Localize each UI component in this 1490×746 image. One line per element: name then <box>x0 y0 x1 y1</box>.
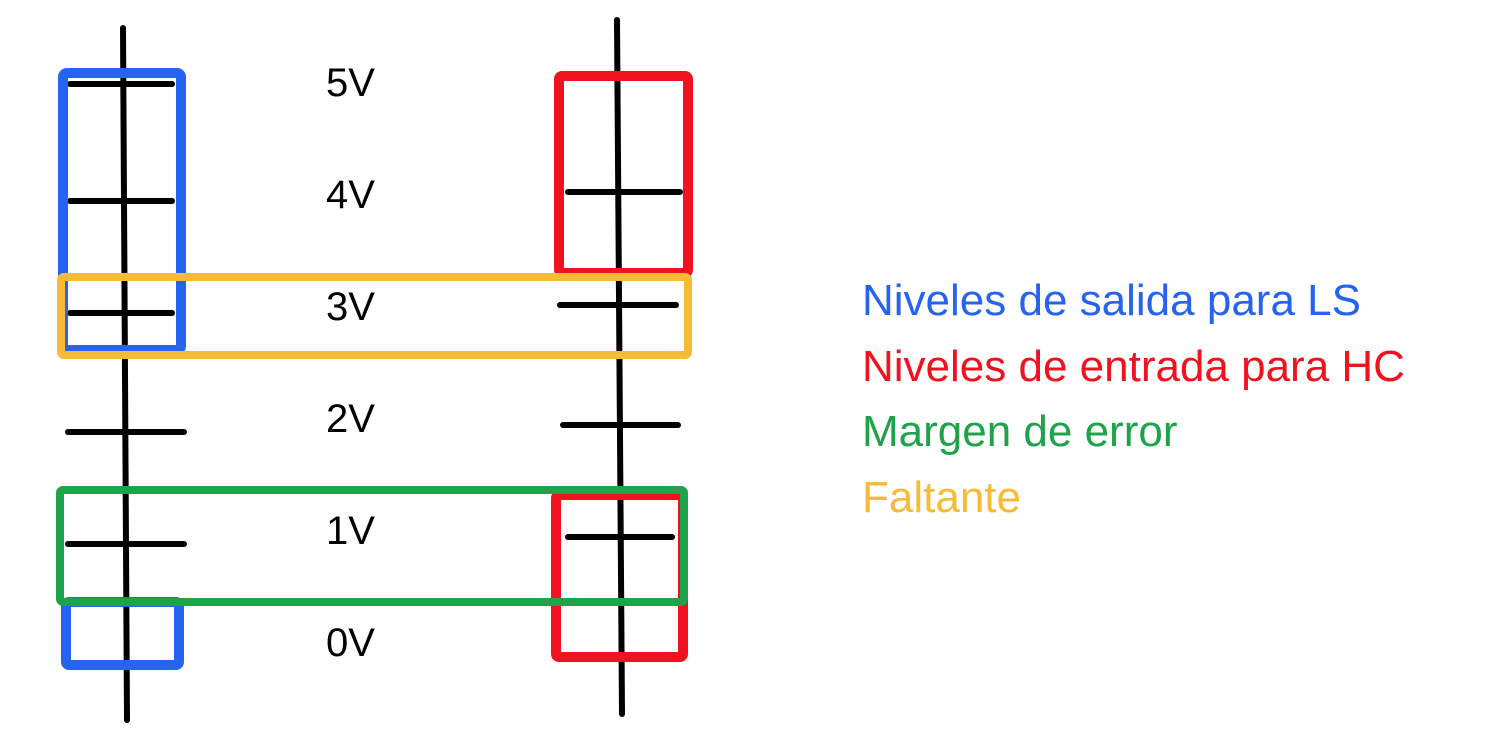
ls-output-high-box <box>58 68 186 355</box>
voltage-label-2v: 2V <box>326 397 375 441</box>
legend-hc-input: Niveles de entrada para HC <box>862 342 1405 391</box>
voltage-label-4v: 4V <box>326 173 375 217</box>
voltage-label-0v: 0V <box>326 621 375 665</box>
error-margin-box <box>56 486 688 606</box>
legend-error-margin: Margen de error <box>862 407 1177 456</box>
voltage-label-1v: 1V <box>326 509 375 553</box>
missing-range-box <box>57 273 692 359</box>
legend: Niveles de salida para LS Niveles de ent… <box>862 276 1405 522</box>
ls-output-low-box <box>61 597 184 670</box>
legend-ls-output: Niveles de salida para LS <box>862 276 1361 325</box>
legend-missing: Faltante <box>862 473 1021 522</box>
hc-axis-line <box>614 17 625 717</box>
hc-input-high-box <box>554 71 693 278</box>
ls-axis-line <box>120 25 130 723</box>
voltage-label-5v: 5V <box>326 61 375 105</box>
voltage-label-3v: 3V <box>326 285 375 329</box>
